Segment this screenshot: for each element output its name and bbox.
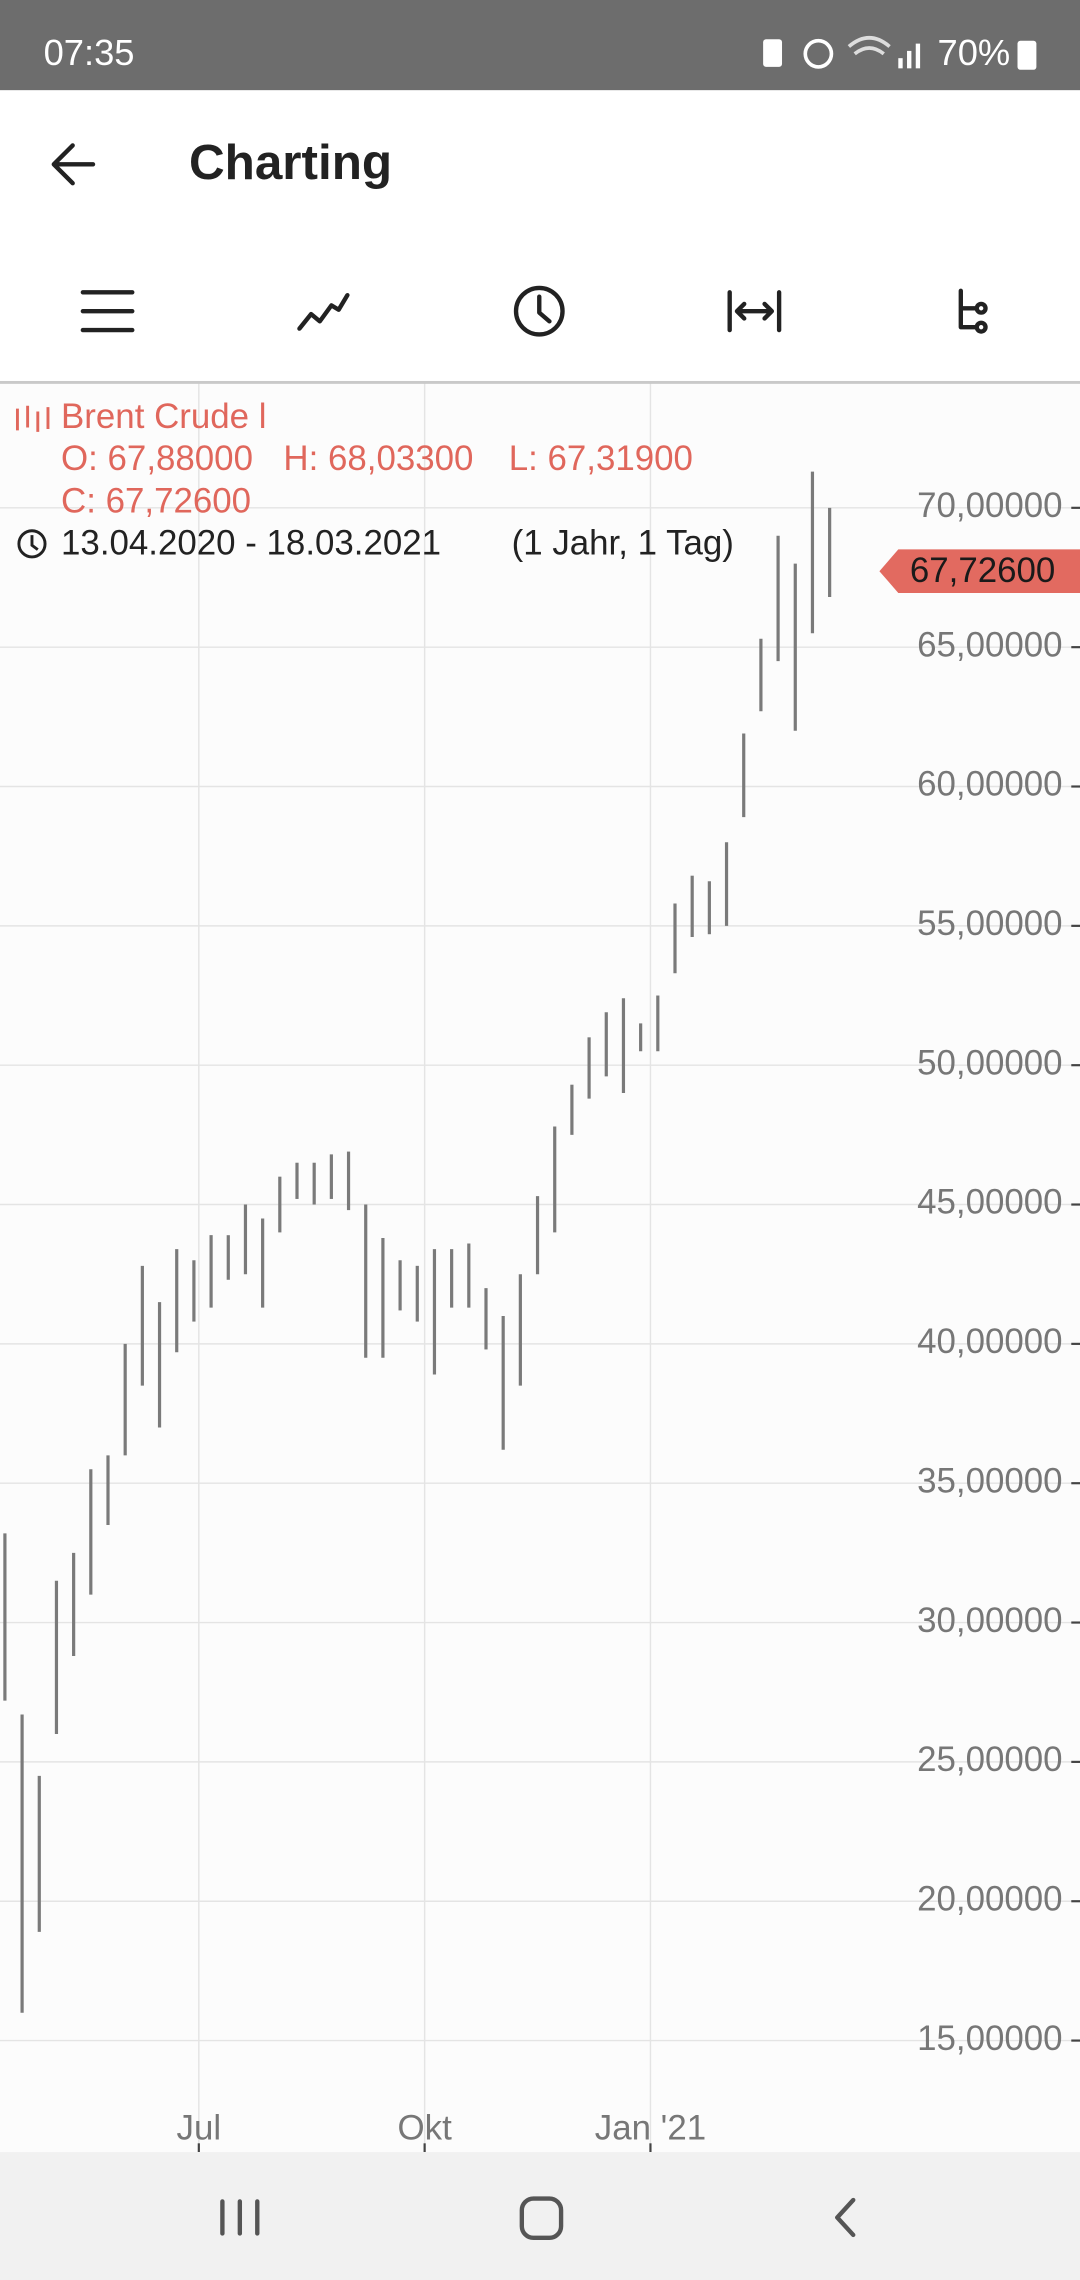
x-tick-label: Jul <box>177 2108 222 2147</box>
y-tick-label: 40,00000 <box>917 1322 1062 1361</box>
y-tick-label: 45,00000 <box>917 1183 1062 1222</box>
last-price-label: 67,72600 <box>910 551 1055 590</box>
chart-type-icon[interactable] <box>297 292 350 331</box>
instrument-name: Brent Crude l <box>61 397 266 436</box>
y-tick-label: 60,00000 <box>917 765 1062 804</box>
period-length: (1 Jahr, 1 Tag) <box>512 523 734 562</box>
y-tick-label: 15,00000 <box>917 2019 1062 2058</box>
app-title: Charting <box>189 135 392 190</box>
y-tick-label: 50,00000 <box>917 1043 1062 1082</box>
x-tick-label: Okt <box>398 2108 453 2147</box>
home-button[interactable] <box>519 2196 564 2241</box>
back-nav-button[interactable] <box>835 2197 856 2238</box>
y-tick-label: 35,00000 <box>917 1461 1062 1500</box>
status-time: 07:35 <box>44 32 135 73</box>
status-icons <box>763 35 1037 70</box>
y-tick-label: 55,00000 <box>917 904 1062 943</box>
back-button[interactable] <box>51 143 96 186</box>
y-tick-label: 20,00000 <box>917 1879 1062 1918</box>
indicator-icon[interactable] <box>958 288 988 334</box>
recent-apps-button[interactable] <box>220 2199 260 2236</box>
plot-background <box>0 382 1080 2153</box>
y-tick-label: 30,00000 <box>917 1601 1062 1640</box>
quote-close: C: 67,72600 <box>61 481 251 520</box>
last-price-tag <box>879 549 1080 594</box>
x-tick-label: Jan '21 <box>595 2108 706 2147</box>
period-icon <box>17 529 47 559</box>
quote-low: L: 67,31900 <box>509 439 693 478</box>
time-icon[interactable] <box>513 285 565 337</box>
instrument-icon <box>15 405 50 432</box>
y-tick-label: 70,00000 <box>917 486 1062 525</box>
toolbar-divider <box>0 380 1080 384</box>
status-battery: 70% <box>938 32 1011 73</box>
quote-high: H: 68,03300 <box>283 439 473 478</box>
period: 13.04.2020 - 18.03.2021 <box>61 523 441 562</box>
menu-icon[interactable] <box>80 290 135 333</box>
y-tick-label: 25,00000 <box>917 1740 1062 1779</box>
range-icon[interactable] <box>727 290 782 333</box>
y-tick-label: 65,00000 <box>917 625 1062 664</box>
status-bar <box>0 0 1080 91</box>
navigation-bar <box>0 2152 1080 2280</box>
plot: 15,00000 20,00000 25,00000 30,00000 35,00000… <box>0 382 1080 2153</box>
quote-open: O: 67,88000 <box>61 439 253 478</box>
